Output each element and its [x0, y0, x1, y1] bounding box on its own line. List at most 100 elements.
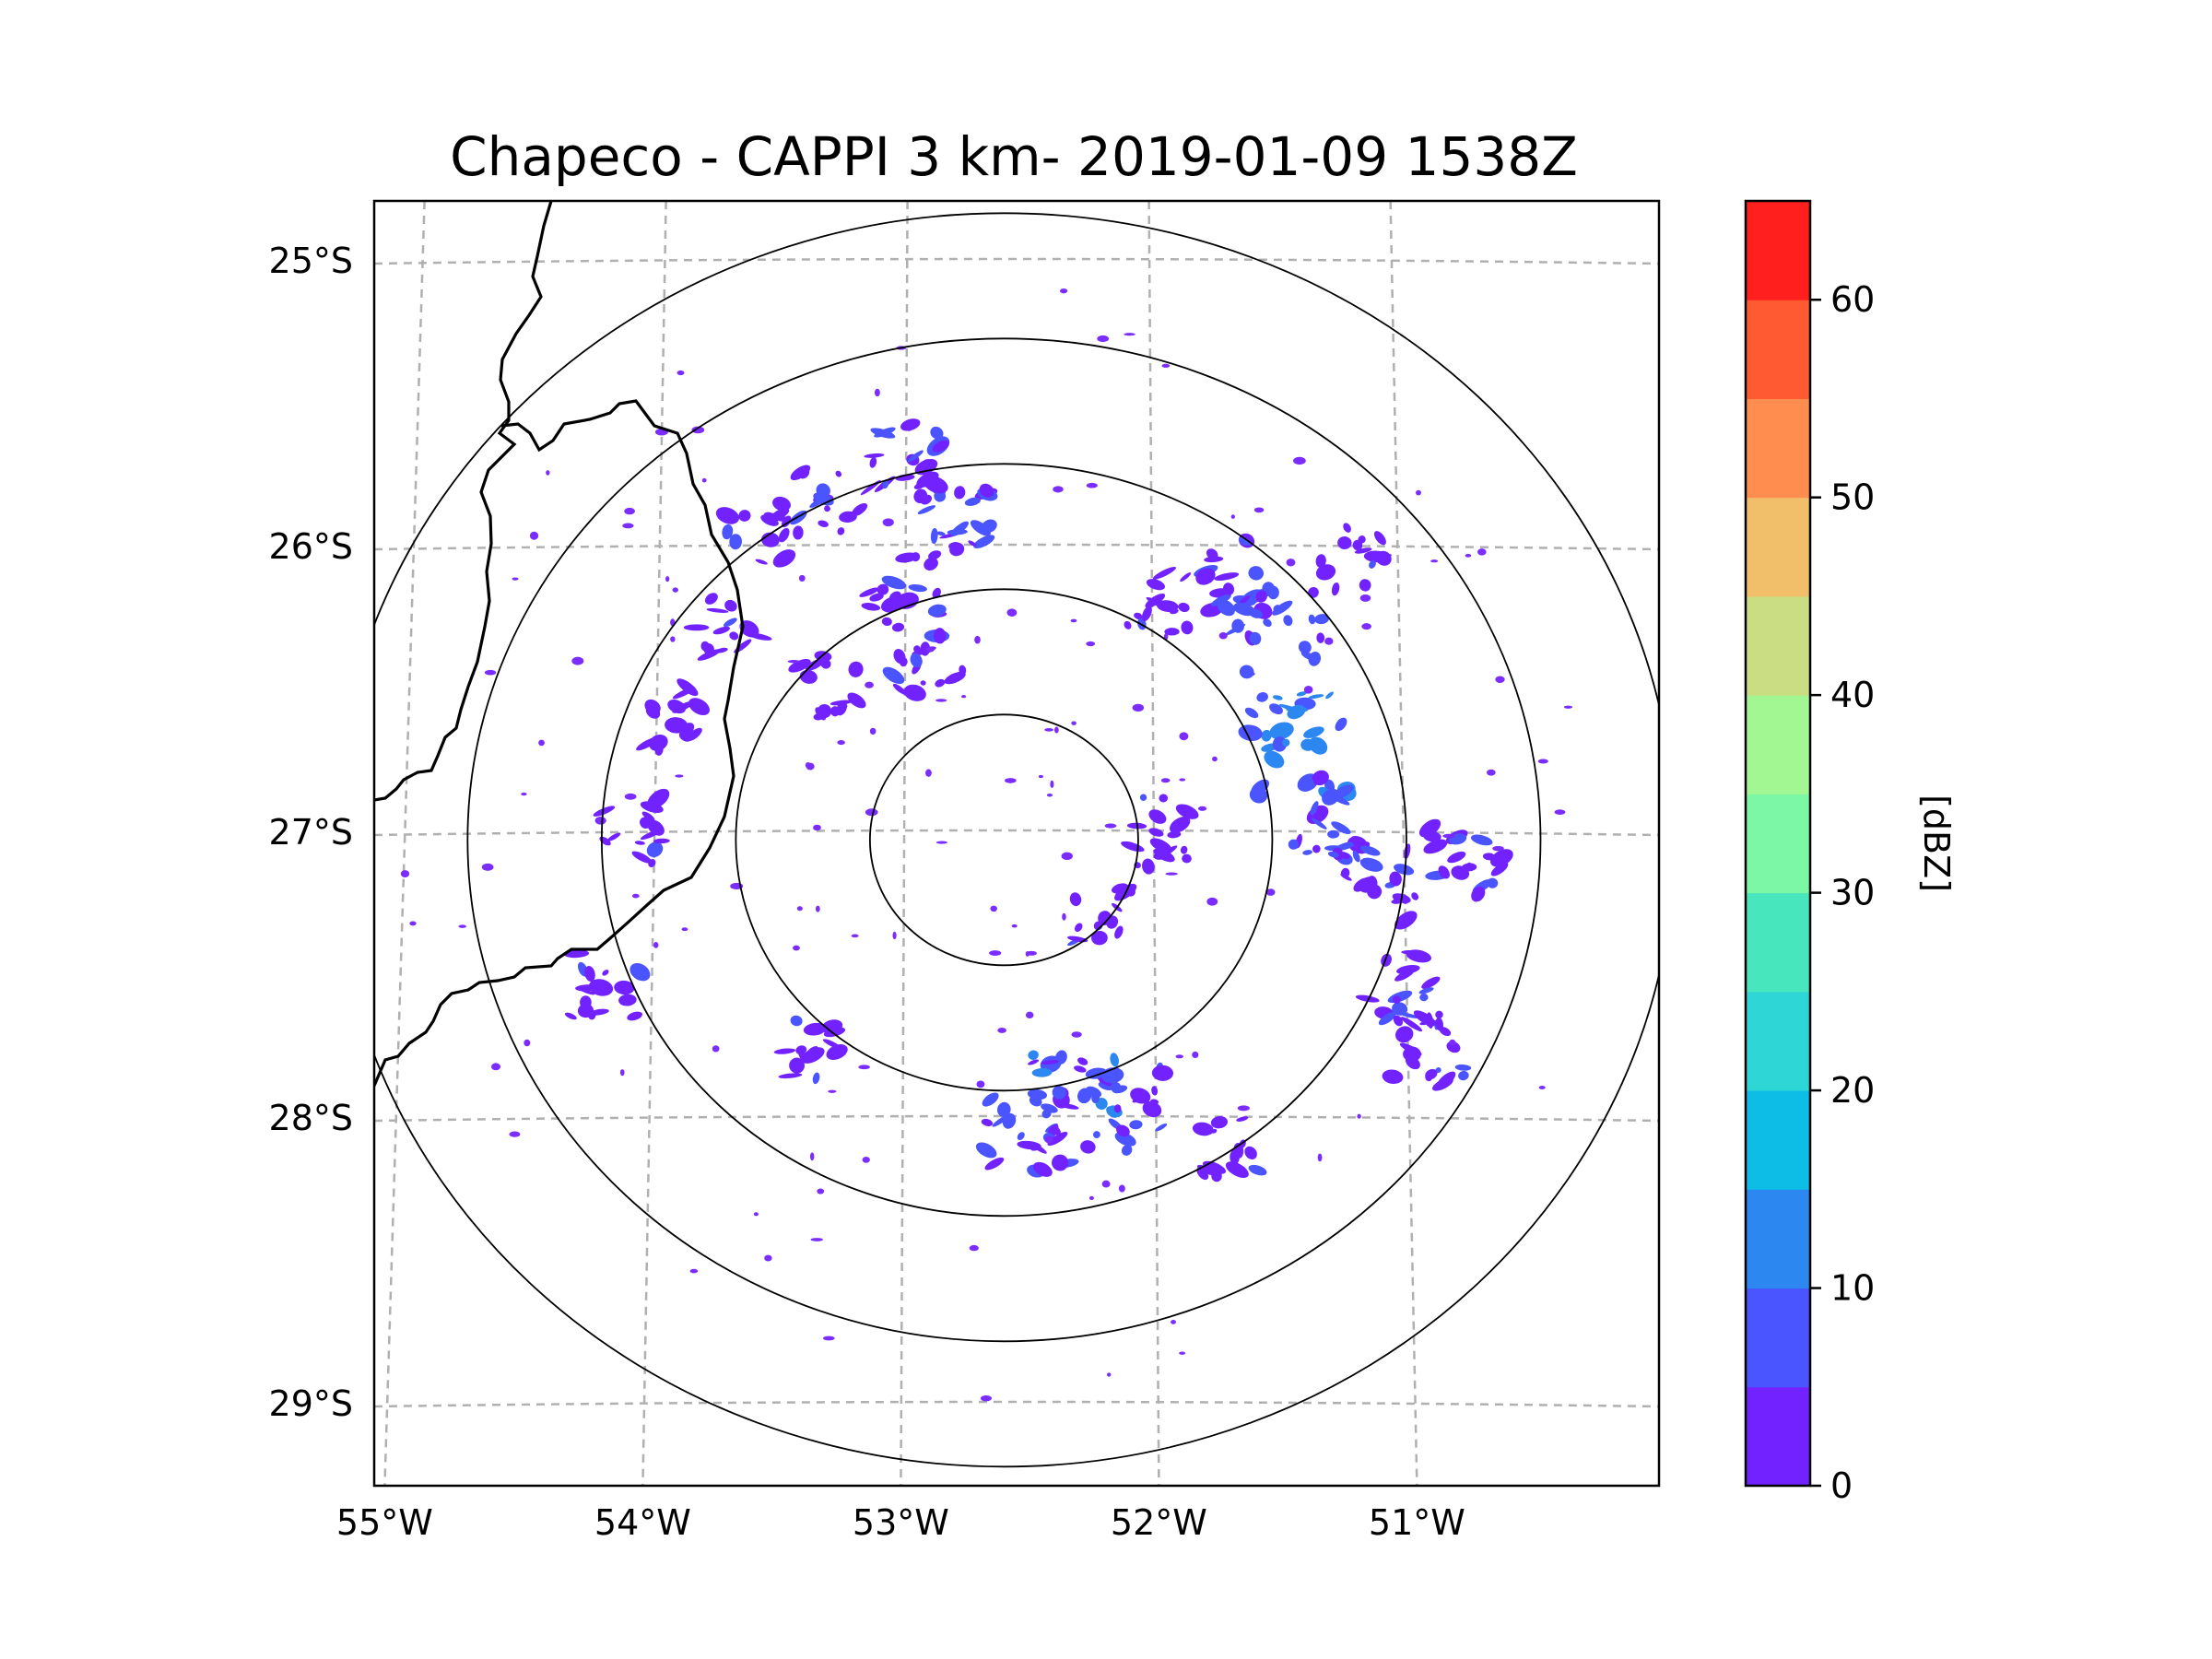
echo-pixel — [852, 502, 868, 516]
echo-pixel — [1269, 722, 1294, 740]
echo-pixel — [1031, 1068, 1053, 1077]
echo-speck — [1171, 1320, 1176, 1324]
latitude-tick-label: 25°S — [269, 241, 353, 281]
border-argentina-brazil — [374, 201, 553, 802]
echo-speck — [865, 681, 874, 688]
echo-pixel — [607, 832, 621, 841]
echo-speck — [1324, 637, 1334, 645]
echo-pixel — [1354, 547, 1372, 554]
echo-pixel — [1114, 1132, 1136, 1147]
meridian-line — [383, 201, 426, 1486]
echo-pixel — [1195, 568, 1216, 585]
echo-pixel — [1490, 862, 1509, 877]
echo-pixel — [739, 620, 759, 638]
echo-pixel — [1373, 531, 1386, 546]
echo-speck — [1359, 594, 1371, 602]
echo-speck — [1054, 726, 1059, 734]
echo-speck — [1088, 1195, 1094, 1200]
echo-pixel — [892, 683, 907, 695]
echo-pixel — [1093, 1131, 1100, 1139]
echo-pixel — [1175, 804, 1199, 819]
colorbar-swatch — [1746, 1090, 1810, 1190]
echo-pixel — [1124, 620, 1132, 629]
echo-pixel — [602, 970, 609, 976]
echo-pixel — [795, 1045, 807, 1055]
echo-pixel — [760, 514, 779, 526]
echo-pixel — [629, 962, 651, 982]
map-area — [372, 199, 1661, 1488]
echo-pixel — [1149, 838, 1172, 853]
echo-pixel — [891, 622, 905, 632]
echo-pixel — [1244, 707, 1259, 719]
echo-pixel — [1196, 1167, 1209, 1181]
echo-speck — [1303, 685, 1313, 694]
echo-pixel — [778, 1073, 803, 1079]
echo-speck — [815, 905, 820, 912]
echo-pixel — [881, 575, 907, 590]
echo-speck — [817, 1188, 825, 1194]
echo-pixel — [1206, 548, 1218, 560]
echo-pixel — [1392, 1002, 1408, 1016]
echo-pixel — [724, 599, 737, 612]
echo-pixel — [618, 994, 637, 1006]
echo-pixel — [1438, 865, 1450, 879]
colorbar-swatch — [1746, 398, 1810, 499]
echo-pixel — [903, 684, 926, 701]
echo-speck — [1197, 806, 1207, 811]
echo-speck — [1097, 335, 1110, 343]
echo-speck — [960, 694, 967, 699]
echo-speck — [670, 636, 676, 642]
echo-pixel — [1152, 567, 1176, 580]
echo-pixel — [1058, 1102, 1079, 1110]
echo-speck — [1005, 778, 1017, 783]
echo-pixel — [634, 841, 645, 845]
echo-pixel — [712, 626, 730, 635]
echo-pixel — [877, 583, 889, 595]
echo-pixel — [1397, 1012, 1419, 1019]
echo-pixel — [1151, 1086, 1159, 1096]
colorbar-swatch — [1746, 300, 1810, 399]
echo-pixel — [648, 858, 656, 867]
echo-pixel — [1238, 536, 1252, 547]
echo-pixel — [847, 692, 866, 709]
echo-pixel — [954, 486, 966, 500]
echo-pixel — [1148, 828, 1164, 837]
echo-speck — [1059, 288, 1068, 294]
echo-speck — [619, 1069, 625, 1077]
echo-speck — [529, 531, 539, 540]
echo-pixel — [584, 966, 595, 982]
echo-speck — [1538, 1086, 1546, 1089]
echo-pixel — [1288, 839, 1300, 850]
echo-speck — [869, 727, 877, 735]
echo-pixel — [1421, 976, 1441, 989]
meridian-line — [641, 201, 667, 1486]
echo-speck — [809, 1152, 815, 1161]
echo-pixel — [1322, 788, 1340, 806]
echo-pixel — [790, 1015, 803, 1027]
echo-speck — [484, 669, 497, 676]
echo-speck — [458, 924, 466, 928]
echo-pixel — [882, 666, 905, 685]
echo-pixel — [934, 628, 947, 644]
echo-pixel — [1041, 1103, 1058, 1113]
echo-pixel — [1359, 877, 1378, 893]
echo-speck — [653, 942, 659, 948]
echo-speck — [512, 577, 519, 581]
echo-speck — [1554, 809, 1566, 815]
echo-speck — [1025, 1011, 1034, 1019]
echo-pixel — [1080, 1140, 1096, 1154]
echo-speck — [538, 739, 545, 747]
echo-pixel — [1098, 911, 1112, 926]
echo-pixel — [880, 595, 905, 613]
echo-cell — [1382, 1010, 1472, 1091]
echo-pixel — [859, 587, 879, 597]
echo-pixel — [1451, 865, 1470, 880]
latitude-tick-label: 28°S — [269, 1098, 353, 1138]
echo-pixel — [812, 1072, 820, 1085]
echo-pixel — [1180, 572, 1192, 582]
echo-pixel — [869, 593, 884, 602]
echo-speck — [1025, 951, 1030, 957]
echo-speck — [1317, 1153, 1323, 1162]
range-ring — [600, 463, 1407, 1218]
echo-pixel — [1411, 892, 1419, 900]
